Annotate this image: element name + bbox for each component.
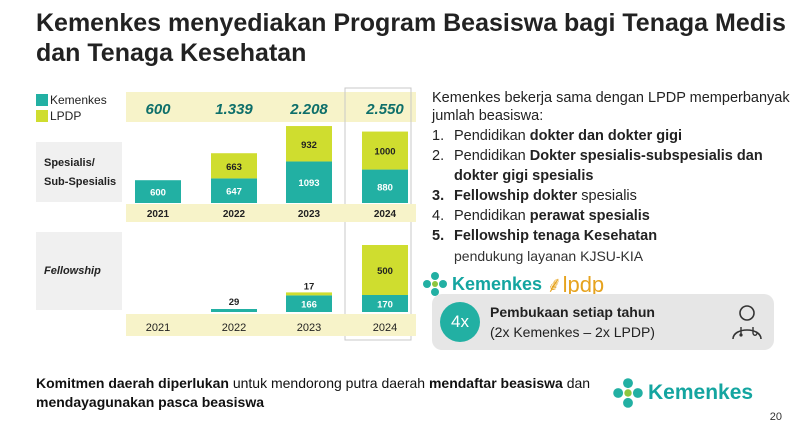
program-item-3: 3. Fellowship dokter spesialis [432,188,637,204]
stacked-bar-chart-svg: Kemenkes LPDP 600 1.339 2.208 2.550 2021 2022 20… [36,87,416,341]
data-label: 600 [150,188,166,199]
year-label: 2024 [373,322,397,334]
bar-lpdp [362,245,408,295]
group-label-bg-spesialis [36,142,122,202]
year-label: 2024 [374,209,397,220]
year-label: 2022 [222,322,246,334]
totals-band [126,92,416,122]
commitment-text: Komitmen daerah diperlukan untuk mendoro… [36,375,591,410]
bar-lpdp [362,131,408,170]
bar-lpdp [211,153,257,179]
program-item-1: 1. Pendidikan dokter dan dokter gigi [432,128,683,144]
footer-logo: Kemenkes [612,377,753,409]
data-label: 647 [226,187,242,198]
bar-lpdp [286,292,332,296]
page-title: Kemenkes menyediakan Program Beasiswa ba… [36,9,786,67]
lpdp-leaf-icon: ⸙ [546,272,563,297]
callout-subtitle: (2x Kemenkes – 2x LPDP) [490,324,655,340]
right-intro: Kemenkes bekerja sama dengan LPDP memper… [432,90,790,124]
data-label: 500 [377,266,393,277]
year-band [126,204,416,222]
group-label: Fellowship [44,265,101,277]
data-label: 17 [304,281,315,292]
data-label: 663 [226,162,242,173]
scholarship-chart: Kemenkes LPDP 600 1.339 2.208 2.550 2021 2022 20… [30,86,420,344]
year-band [126,314,416,336]
data-label: 1000 [374,147,395,158]
annual-openings-callout: 4x Pembukaan setiap tahun (2x Kemenkes –… [432,294,774,350]
doctor-icon [732,305,762,340]
year-label: 2023 [298,209,321,220]
data-label: 932 [301,140,317,151]
data-label: 880 [377,182,393,193]
kemenkes-logo-icon [423,272,447,296]
data-label: 166 [301,300,317,311]
callout-title: Pembukaan setiap tahun [490,304,655,320]
bar-kemenkes [286,161,332,203]
lpdp-brand-text: ⸙lpdp [546,272,605,297]
total-label: 1.339 [215,101,253,118]
total-label: 2.550 [365,101,404,118]
year-label: 2022 [223,209,246,220]
total-label: 2.208 [289,101,328,118]
group-label-bg-fellowship [36,232,122,310]
year-label: 2023 [297,322,321,334]
footer-logo-text: Kemenkes [648,381,754,404]
bar-kemenkes [211,309,257,312]
kemenkes-footer-logo-icon [613,378,643,408]
page-number: 20 [769,411,782,423]
kemenkes-brand-text: Kemenkes [452,273,543,294]
legend-kemenkes-swatch [36,94,48,106]
legend-lpdp-swatch [36,110,48,122]
legend-kemenkes-label: Kemenkes [50,93,107,107]
year-label: 2021 [146,322,170,334]
brand-logos: Kemenkes ⸙lpdp [422,269,604,299]
frequency-badge: 4x [440,302,480,342]
bar-kemenkes [286,295,332,312]
legend-lpdp-label: LPDP [50,109,81,123]
group-label: Sub-Spesialis [44,176,116,188]
program-item-5: 5. Fellowship tenaga Kesehatan pendukung l… [432,228,658,264]
bar-kemenkes [135,180,181,203]
data-label: 29 [229,297,240,308]
bar-kemenkes [211,178,257,203]
program-list: 1. Pendidikan dokter dan dokter gigi 2. Pe… [432,126,792,266]
group-label: Spesialis/ [44,157,95,169]
bar-kemenkes [362,169,408,203]
program-item-2: 2. Pendidikan Dokter spesialis-subspesial… [432,148,763,184]
bar-kemenkes [362,295,408,312]
year-label: 2021 [147,209,170,220]
data-label: 170 [377,300,393,311]
total-label: 600 [145,101,171,118]
data-label: 1093 [298,178,319,189]
program-item-4: 4. Pendidikan perawat spesialis [432,208,650,224]
bar-lpdp [286,126,332,162]
